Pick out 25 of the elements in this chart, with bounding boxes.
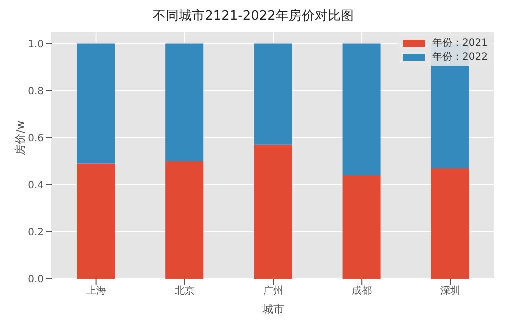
y-tick-label: 0.4: [28, 180, 44, 192]
bar: [342, 44, 381, 176]
y-tick-label: 0.8: [28, 86, 44, 98]
x-axis-title: 城市: [262, 303, 284, 316]
x-tick-label: 广州: [264, 285, 284, 298]
bar: [431, 168, 470, 279]
y-tick-label: 0.0: [28, 274, 44, 286]
y-axis-title: 房价/w: [14, 120, 27, 156]
bar: [77, 44, 115, 164]
bar: [254, 144, 292, 279]
y-tick-label: 0.2: [28, 228, 44, 238]
chart-title: 不同城市2121-2022年房价对比图: [152, 8, 355, 26]
bar: [342, 175, 381, 279]
bar: [77, 164, 115, 279]
legend-label: 年份：2021: [432, 37, 488, 50]
x-tick-label: 深圳: [440, 285, 461, 298]
y-tick-label: 1.0: [28, 39, 44, 50]
bar: [254, 44, 292, 145]
y-tick-label: 0.6: [28, 133, 44, 144]
x-tick-label: 成都: [352, 285, 372, 298]
bar: [166, 161, 204, 279]
bar: [166, 44, 204, 162]
x-tick-label: 北京: [174, 285, 195, 298]
x-tick-label: 上海: [86, 285, 106, 298]
legend-label: 年份：2022: [432, 51, 488, 64]
